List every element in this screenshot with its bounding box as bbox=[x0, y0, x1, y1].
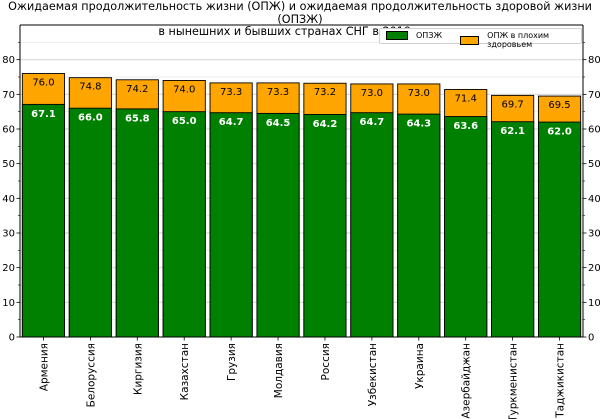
y-tick-label-right: 20 bbox=[588, 263, 600, 274]
chart-title: Ожидаемая продолжительность жизни (ОПЖ) … bbox=[0, 0, 600, 39]
data-label-opzh: 67.1 bbox=[31, 109, 56, 120]
x-tick-label: Киргизия bbox=[132, 343, 144, 395]
x-tick-label: Казахстан bbox=[179, 343, 191, 400]
bar-opzh bbox=[115, 108, 159, 338]
data-label-opzh: 64.7 bbox=[360, 117, 385, 128]
data-label-opzh: 66.0 bbox=[78, 113, 103, 124]
data-label-poor-health: 74.0 bbox=[173, 84, 195, 95]
data-label-opzh: 64.2 bbox=[313, 119, 338, 130]
x-tick-label: Белоруссия bbox=[85, 343, 97, 407]
bar-group: 69.7 62.1 bbox=[491, 94, 535, 338]
bar-group: 74.2 65.8 bbox=[115, 79, 159, 338]
data-label-opzh: 62.0 bbox=[547, 127, 572, 138]
bar-opzh bbox=[444, 116, 488, 338]
data-label-poor-health: 73.0 bbox=[408, 88, 430, 99]
legend-swatch-opzh bbox=[386, 31, 408, 40]
y-tick-label-right: 40 bbox=[588, 194, 600, 205]
y-tick-label-left: 0 bbox=[9, 333, 15, 344]
chart-title-line-2: в нынешних и бывших странах СНГ в 2019 г… bbox=[158, 25, 442, 38]
bar-group: 76.0 67.1 bbox=[21, 73, 66, 338]
x-tick-label: Молдавия bbox=[273, 343, 285, 398]
bar-opzh bbox=[21, 103, 66, 338]
bar-opzh bbox=[68, 107, 112, 338]
bar-opzh bbox=[256, 112, 300, 338]
bar-group: 74.8 66.0 bbox=[68, 77, 112, 338]
data-label-poor-health: 73.3 bbox=[267, 87, 289, 98]
x-tick-label: Армения bbox=[38, 343, 50, 391]
bar-opzh bbox=[303, 113, 347, 338]
bar-opzh bbox=[397, 113, 441, 338]
x-tick-label: Россия bbox=[320, 343, 332, 380]
data-label-poor-health: 73.2 bbox=[314, 87, 336, 98]
bar-group: 73.3 64.5 bbox=[256, 82, 300, 338]
y-tick-label-right: 60 bbox=[588, 125, 600, 136]
bar-opzh bbox=[537, 121, 582, 338]
bar-opzh bbox=[491, 121, 535, 338]
bar-group: 71.4 63.6 bbox=[444, 89, 488, 338]
y-tick-label-left: 70 bbox=[2, 90, 15, 101]
data-label-opzh: 64.5 bbox=[266, 118, 291, 129]
bar-group: 73.0 64.3 bbox=[397, 83, 441, 338]
data-label-opzh: 64.3 bbox=[406, 119, 431, 130]
y-tick-label-left: 60 bbox=[2, 125, 15, 136]
y-tick-label-right: 70 bbox=[588, 90, 600, 101]
x-tick-label: Узбекистан bbox=[367, 343, 379, 406]
data-label-opzh: 65.8 bbox=[125, 113, 150, 124]
data-label-poor-health: 71.4 bbox=[455, 93, 477, 104]
data-label-opzh: 65.0 bbox=[172, 116, 197, 127]
y-tick-label-right: 10 bbox=[588, 298, 600, 309]
x-tick-label: Азербайджан bbox=[461, 343, 473, 419]
y-tick-label-left: 50 bbox=[2, 159, 15, 170]
data-label-poor-health: 76.0 bbox=[32, 78, 54, 89]
y-tick-label-left: 20 bbox=[2, 263, 15, 274]
y-tick-label-right: 30 bbox=[588, 229, 600, 240]
chart-title-line-1: Ожидаемая продолжительность жизни (ОПЖ) … bbox=[8, 0, 592, 26]
legend-item-opzh: ОПЗЖ bbox=[386, 31, 442, 40]
legend-label-opzh: ОПЗЖ bbox=[416, 31, 443, 40]
bar-opzh bbox=[209, 112, 253, 338]
bar-group: 73.2 64.2 bbox=[303, 82, 347, 338]
y-tick-label-left: 40 bbox=[2, 194, 15, 205]
y-tick-label-left: 10 bbox=[2, 298, 15, 309]
y-tick-label-left: 80 bbox=[2, 55, 15, 66]
legend-swatch-poor-health bbox=[460, 35, 480, 45]
data-label-opzh: 63.6 bbox=[453, 121, 478, 132]
data-label-opzh: 62.1 bbox=[500, 126, 525, 137]
data-label-poor-health: 73.3 bbox=[220, 87, 242, 98]
x-tick-label: Грузия bbox=[226, 343, 238, 381]
legend-label-poor-health: ОПЖ в плохим здоровьем bbox=[487, 31, 550, 49]
data-label-poor-health: 73.0 bbox=[361, 88, 383, 99]
legend: ОПЗЖ ОПЖ в плохим здоровьем bbox=[379, 28, 582, 49]
bar-group: 74.0 65.0 bbox=[162, 80, 206, 338]
x-tick-label: Туркменистан bbox=[508, 343, 520, 419]
data-label-poor-health: 74.8 bbox=[79, 82, 101, 93]
bar-group: 73.3 64.7 bbox=[209, 82, 253, 338]
data-label-poor-health: 69.5 bbox=[548, 100, 570, 111]
y-tick-label-right: 0 bbox=[588, 333, 594, 344]
x-tick-label: Украина bbox=[414, 343, 426, 389]
data-label-poor-health: 69.7 bbox=[501, 99, 523, 110]
data-label-opzh: 64.7 bbox=[219, 117, 244, 128]
bar-opzh bbox=[162, 111, 206, 338]
x-tick-label: Таджикистан bbox=[555, 343, 567, 419]
y-tick-label-right: 80 bbox=[588, 55, 600, 66]
bar-group: 73.0 64.7 bbox=[350, 83, 394, 338]
legend-item-opzh-poor-health: ОПЖ в плохим здоровьем bbox=[460, 31, 581, 49]
bar-opzh bbox=[350, 112, 394, 338]
bar-group: 69.5 62.0 bbox=[537, 95, 582, 338]
y-tick-label-left: 30 bbox=[2, 229, 15, 240]
data-label-poor-health: 74.2 bbox=[126, 84, 148, 95]
y-tick-label-right: 50 bbox=[588, 159, 600, 170]
